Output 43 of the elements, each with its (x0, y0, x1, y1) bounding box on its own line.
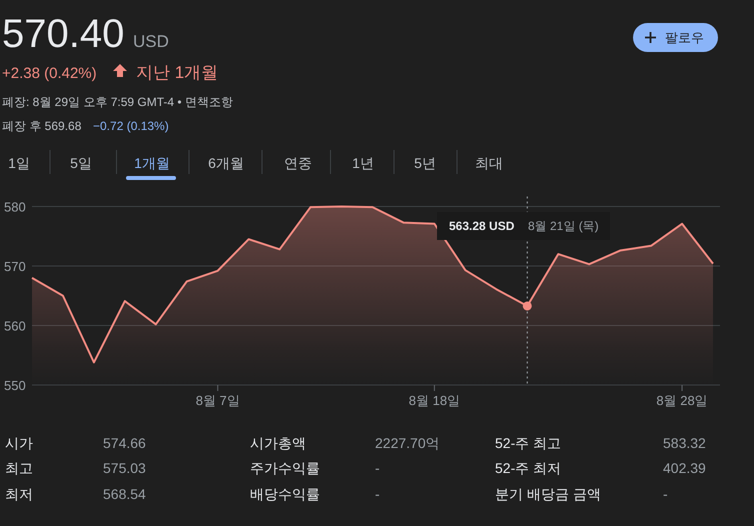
y-tick-label: 550 (4, 378, 26, 393)
y-tick-label: 570 (4, 259, 26, 274)
text: 배당수익률 (250, 486, 320, 502)
text: 574.66 (103, 435, 146, 451)
x-tick-label: 8월 28일 (656, 393, 708, 408)
text: - (663, 486, 668, 502)
text: 6개월 (208, 155, 244, 171)
text: 5일 (70, 155, 92, 171)
text: 최고 (5, 460, 33, 476)
annotation: 8월 21일 (목) (528, 219, 599, 233)
text: 575.03 (103, 460, 146, 476)
text: 583.32 (663, 435, 706, 451)
text: 폐장 후 569.68 (2, 119, 82, 133)
annotation: 563.28 USD (449, 219, 515, 233)
text: - (375, 460, 380, 476)
text: 분기 배당금 금액 (495, 486, 601, 502)
text: - (375, 486, 380, 502)
text: 1개월 (134, 155, 170, 171)
text: 지난 1개월 (136, 63, 218, 82)
text: USD (133, 32, 169, 51)
text: 568.54 (103, 486, 146, 502)
text: 최저 (5, 486, 33, 502)
chart-title: 570.40 (2, 12, 124, 56)
text: 폐장: 8월 29일 오후 7:59 GMT-4 • 면책조항 (2, 95, 233, 109)
x-tick-label: 8월 7일 (196, 393, 240, 408)
text: 최대 (475, 155, 503, 171)
text: 52-주 최저 (495, 460, 562, 476)
text: 1일 (8, 155, 30, 171)
text: 시가총액 (250, 435, 306, 451)
text: 1년 (352, 155, 374, 171)
y-tick-label: 580 (4, 200, 26, 214)
text: 팔로우 (665, 30, 704, 45)
text: 시가 (5, 435, 33, 451)
text: 52-주 최고 (495, 435, 562, 451)
text: 2227.70억 (375, 435, 440, 451)
text: −0.72 (0.13%) (93, 119, 169, 133)
text: 402.39 (663, 460, 706, 476)
text: +2.38 (0.42%) (2, 65, 97, 82)
x-tick-label: 8월 18일 (408, 393, 460, 408)
y-tick-label: 560 (4, 318, 26, 334)
text: 주가수익률 (250, 460, 320, 476)
text: 연중 (284, 155, 312, 171)
text: 5년 (414, 155, 436, 171)
